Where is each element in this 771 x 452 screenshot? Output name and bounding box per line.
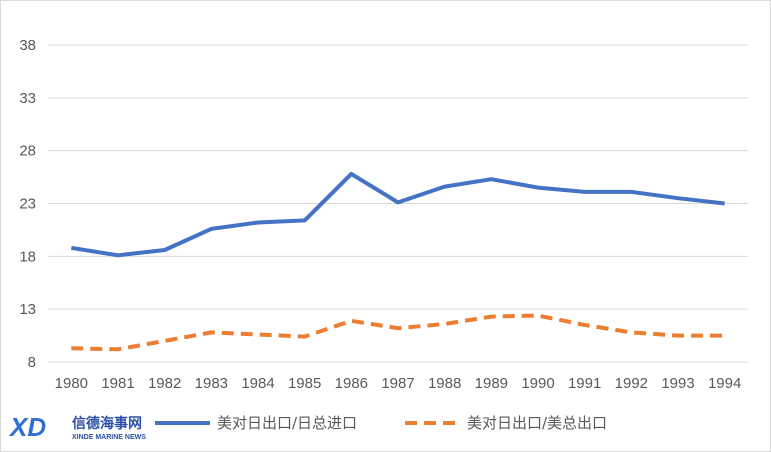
x-tick-label: 1992 (615, 375, 648, 392)
watermark-logo: XD 信德海事网 XINDE MARINE NEWS (8, 412, 146, 442)
x-tick-label: 1987 (381, 375, 414, 392)
watermark-name-en: XINDE MARINE NEWS (72, 434, 146, 441)
y-axis-tick-labels: 8 13 18 23 28 33 38 (19, 37, 36, 371)
x-tick-label: 1990 (521, 375, 554, 392)
series-line-1 (70, 171, 725, 258)
y-tick-label: 33 (19, 90, 36, 107)
x-tick-label: 1982 (148, 375, 181, 392)
x-tick-label: 1983 (195, 375, 228, 392)
y-tick-label: 23 (19, 196, 36, 213)
y-tick-label: 28 (19, 143, 36, 160)
legend-label-series-2: 美对日出口/美总出口 (467, 414, 607, 432)
x-tick-label: 1994 (708, 375, 741, 392)
x-tick-label: 1981 (101, 375, 134, 392)
y-tick-label: 8 (28, 354, 36, 371)
y-tick-label: 38 (19, 37, 36, 54)
x-axis-tick-labels: 1980 1981 1982 1983 1984 1985 1986 1987 1988 1989… (55, 375, 742, 392)
series-line-2 (71, 313, 725, 352)
x-tick-label: 1988 (428, 375, 461, 392)
x-tick-label: 1989 (475, 375, 508, 392)
y-tick-label: 18 (19, 248, 36, 265)
x-tick-label: 1984 (241, 375, 274, 392)
x-tick-label: 1991 (568, 375, 601, 392)
legend: 美对日出口/日总进口 美对日出口/美总出口 (155, 414, 607, 432)
x-tick-label: 1986 (335, 375, 368, 392)
legend-label-series-1: 美对日出口/日总进口 (217, 414, 357, 432)
watermark-logo-mark: XD (8, 412, 46, 442)
series-lines (70, 171, 725, 352)
x-tick-label: 1980 (55, 375, 88, 392)
watermark-name-cn: 信德海事网 (72, 415, 142, 432)
gridlines (48, 44, 748, 363)
y-tick-label: 13 (19, 301, 36, 318)
x-tick-label: 1993 (661, 375, 694, 392)
x-tick-label: 1985 (288, 375, 321, 392)
